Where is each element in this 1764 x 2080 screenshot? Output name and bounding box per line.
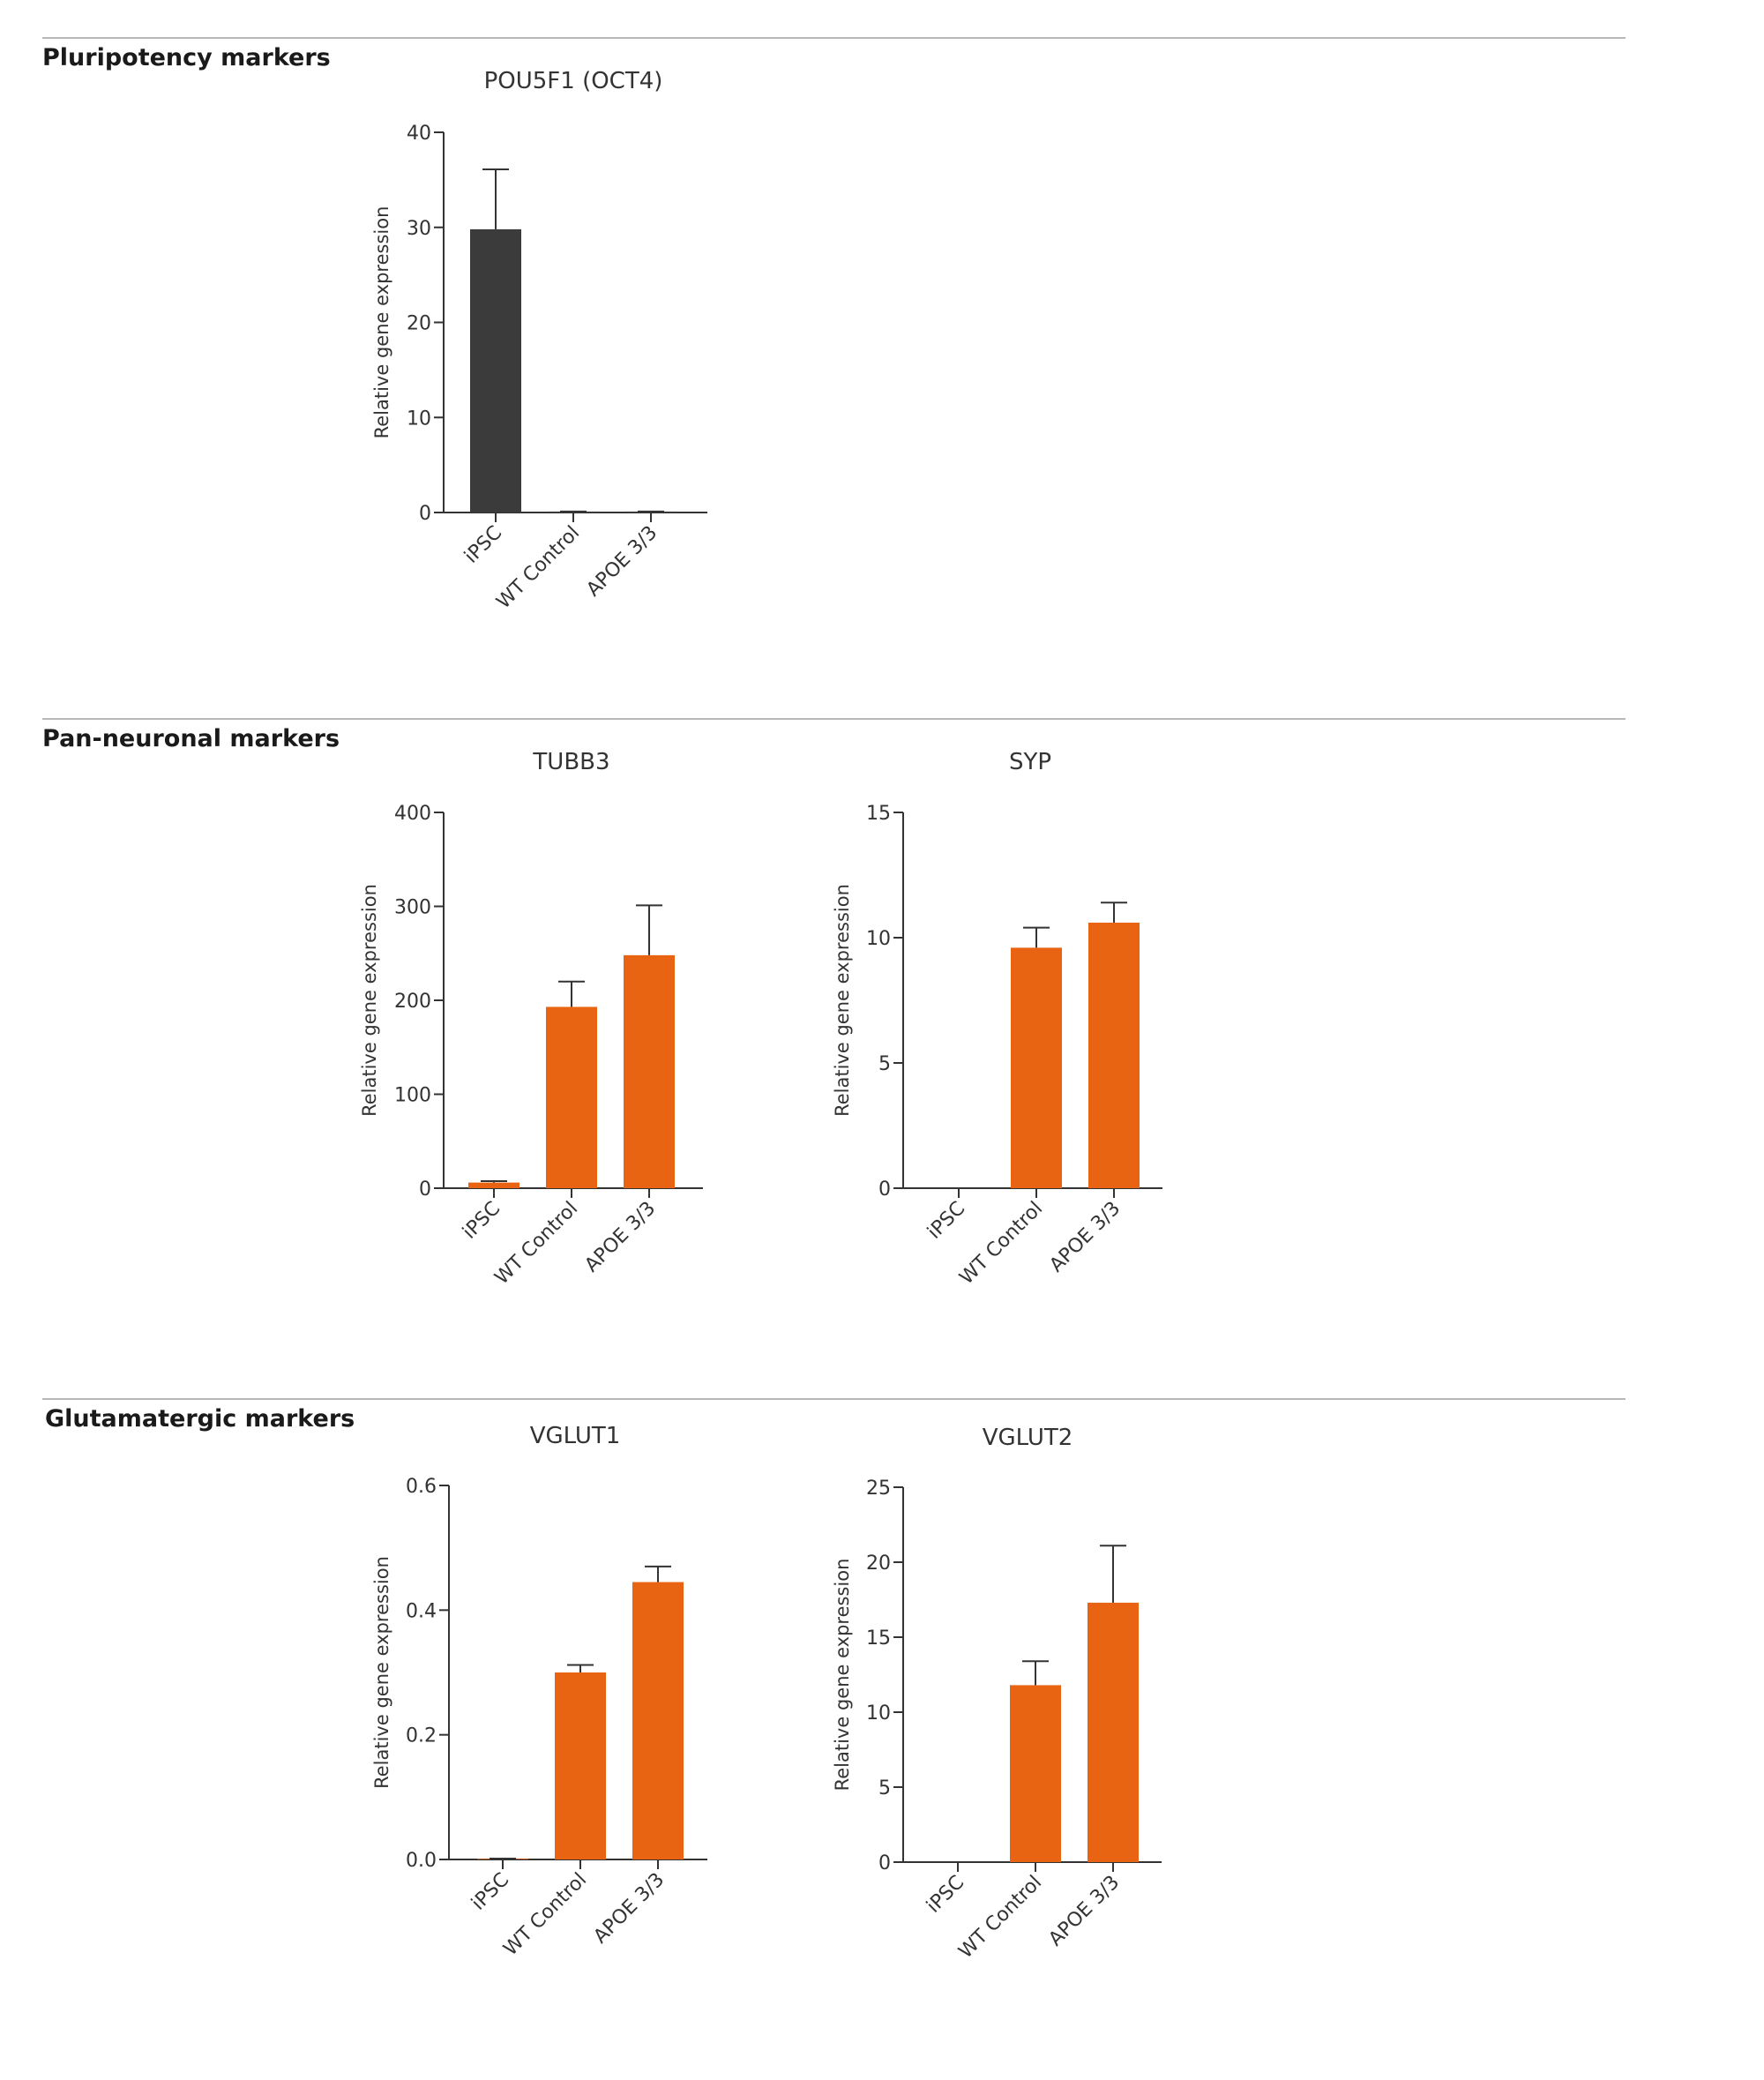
bar bbox=[1011, 947, 1062, 1188]
x-tick-label: iPSC bbox=[923, 1872, 968, 1918]
chart-title: SYP bbox=[1009, 749, 1051, 775]
bar bbox=[624, 954, 675, 1188]
y-tick-label: 15 bbox=[866, 803, 891, 825]
y-tick-label: 0 bbox=[878, 1852, 891, 1874]
y-tick-label: 0.6 bbox=[406, 1476, 437, 1498]
y-axis-label: Relative gene expression bbox=[832, 1559, 853, 1792]
y-tick-label: 20 bbox=[407, 313, 431, 335]
chart-tubb3: TUBB3 Relative gene expression 0 100 200 300 4… bbox=[359, 749, 703, 1289]
y-axis-label: Relative gene expression bbox=[371, 206, 392, 439]
y-tick-label: 10 bbox=[866, 928, 891, 950]
bar bbox=[632, 1582, 684, 1859]
y-tick-label: 100 bbox=[394, 1085, 431, 1107]
y-tick-label: 0.2 bbox=[406, 1725, 437, 1747]
y-tick-label: 0 bbox=[419, 503, 431, 525]
x-tick-label: WT Control bbox=[954, 1872, 1046, 1964]
y-tick-label: 15 bbox=[866, 1627, 891, 1650]
y-tick-label: 25 bbox=[866, 1478, 891, 1500]
y-tick-label: 5 bbox=[878, 1777, 891, 1799]
section-title-glutamatergic: Glutamatergic markers bbox=[45, 1405, 355, 1433]
chart-vglut1: VGLUT1 Relative gene expression 0.0 0.2 0.4 0… bbox=[371, 1423, 707, 1960]
y-tick-label: 400 bbox=[394, 803, 431, 825]
section-divider bbox=[42, 718, 1626, 720]
bar bbox=[546, 1006, 597, 1188]
y-tick-label: 30 bbox=[407, 218, 431, 240]
chart-title: VGLUT2 bbox=[983, 1425, 1073, 1451]
bar bbox=[468, 1182, 519, 1188]
chart-vglut2: VGLUT2 Relative gene expression 0 5 10 15 20 25… bbox=[832, 1425, 1162, 1964]
y-tick-label: 20 bbox=[866, 1553, 891, 1575]
bar bbox=[1088, 922, 1140, 1188]
bar bbox=[470, 228, 521, 513]
y-tick-label: 5 bbox=[878, 1053, 891, 1075]
y-tick-label: 0 bbox=[419, 1178, 431, 1201]
y-tick-label: 0.4 bbox=[406, 1600, 437, 1622]
section-title-pluripotency: Pluripotency markers bbox=[42, 44, 331, 71]
y-tick-label: 200 bbox=[394, 991, 431, 1013]
y-tick-label: 10 bbox=[407, 408, 431, 430]
x-tick-label: APOE 3/3 bbox=[1044, 1872, 1124, 1951]
y-axis-label: Relative gene expression bbox=[359, 884, 380, 1117]
section-divider bbox=[42, 1398, 1626, 1400]
bar bbox=[555, 1672, 606, 1859]
section-title-pan-neuronal: Pan-neuronal markers bbox=[42, 725, 340, 752]
bar bbox=[1010, 1685, 1061, 1862]
y-tick-label: 0.0 bbox=[406, 1850, 437, 1872]
section-divider bbox=[42, 37, 1626, 39]
chart-title: TUBB3 bbox=[532, 749, 609, 775]
y-tick-label: 40 bbox=[407, 123, 431, 145]
y-axis-label: Relative gene expression bbox=[832, 884, 853, 1117]
chart-title: POU5F1 (OCT4) bbox=[484, 68, 663, 94]
chart-pou5f1: POU5F1 (OCT4) Relative gene expression 0 10… bbox=[371, 68, 707, 613]
y-axis-label: Relative gene expression bbox=[371, 1556, 392, 1789]
y-tick-label: 0 bbox=[878, 1178, 891, 1201]
y-tick-label: 300 bbox=[394, 897, 431, 919]
y-tick-label: 10 bbox=[866, 1702, 891, 1725]
chart-title: VGLUT1 bbox=[530, 1423, 621, 1449]
bar bbox=[1088, 1602, 1139, 1862]
